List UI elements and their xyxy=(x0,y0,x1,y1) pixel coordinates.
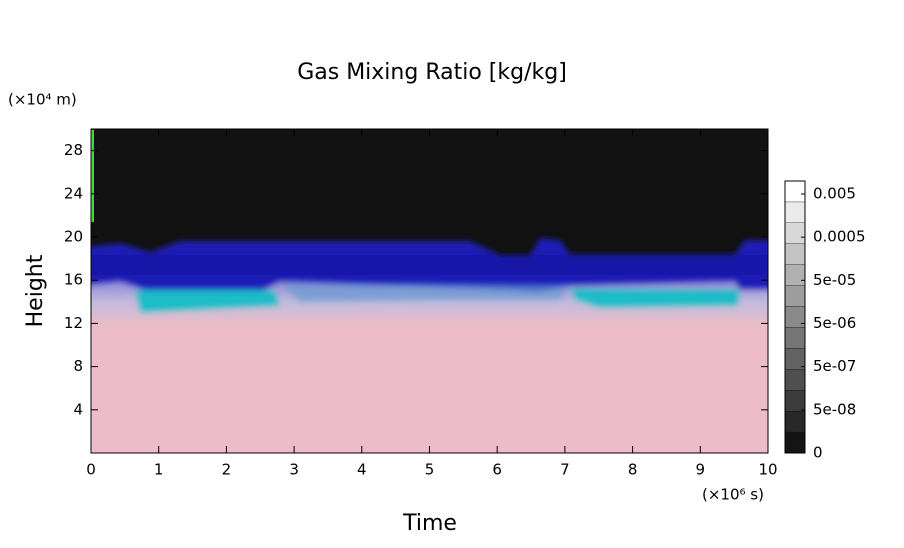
x-tick-label: 4 xyxy=(357,461,367,479)
y-axis-label: Height xyxy=(23,254,48,327)
chart-title: Gas Mixing Ratio [kg/kg] xyxy=(297,60,567,85)
x-tick-label: 0 xyxy=(86,461,96,479)
x-tick-label: 9 xyxy=(696,461,706,479)
heatmap-field xyxy=(91,129,768,453)
colorbar-band xyxy=(784,222,806,244)
colorbar-band xyxy=(784,243,806,265)
x-axis-label: Time xyxy=(402,511,457,536)
x-tick-label: 10 xyxy=(758,461,777,479)
colorbar-band xyxy=(784,180,806,203)
y-tick-label: 20 xyxy=(64,228,83,246)
colorbar-tick-label: 5e-06 xyxy=(813,314,856,332)
y-unit: (×10⁴ m) xyxy=(8,91,77,109)
x-tick-label: 8 xyxy=(628,461,638,479)
colorbar-frame xyxy=(784,180,806,454)
colorbar-tick-label: 0 xyxy=(813,444,823,462)
colorbar-tick-label: 5e-07 xyxy=(813,357,856,375)
colorbar-band xyxy=(784,431,806,454)
colorbar-band xyxy=(784,390,806,412)
colorbar: 0 5e-08 5e-07 5e-06 5e-05 0.0005 0.005 xyxy=(784,180,866,462)
y-tick-label: 8 xyxy=(73,357,83,375)
colorbar-band xyxy=(784,411,806,433)
y-tick-label: 24 xyxy=(64,184,83,202)
colorbar-band xyxy=(784,369,806,391)
colorbar-band xyxy=(784,201,806,223)
y-tick-label: 28 xyxy=(64,141,83,159)
colorbar-tick-label: 5e-05 xyxy=(813,271,856,289)
y-tick-label: 12 xyxy=(64,314,83,332)
x-tick-label: 2 xyxy=(222,461,232,479)
colorbar-tick-label: 0.0005 xyxy=(813,228,866,246)
x-tick-label: 5 xyxy=(425,461,435,479)
x-tick-label: 7 xyxy=(560,461,570,479)
y-tick-label: 4 xyxy=(73,400,83,418)
colorbar-band xyxy=(784,285,806,307)
colorbar-band xyxy=(784,327,806,349)
colorbar-tick-label: 5e-08 xyxy=(813,400,856,418)
colorbar-band xyxy=(784,264,806,286)
x-tick-label: 1 xyxy=(154,461,164,479)
x-tick-label: 3 xyxy=(289,461,299,479)
colorbar-tick-label: 0.005 xyxy=(813,184,856,202)
colorbar-band xyxy=(784,306,806,328)
x-tick-label: 6 xyxy=(492,461,502,479)
x-unit: (×10⁶ s) xyxy=(702,486,764,504)
y-tick-label: 16 xyxy=(64,271,83,289)
